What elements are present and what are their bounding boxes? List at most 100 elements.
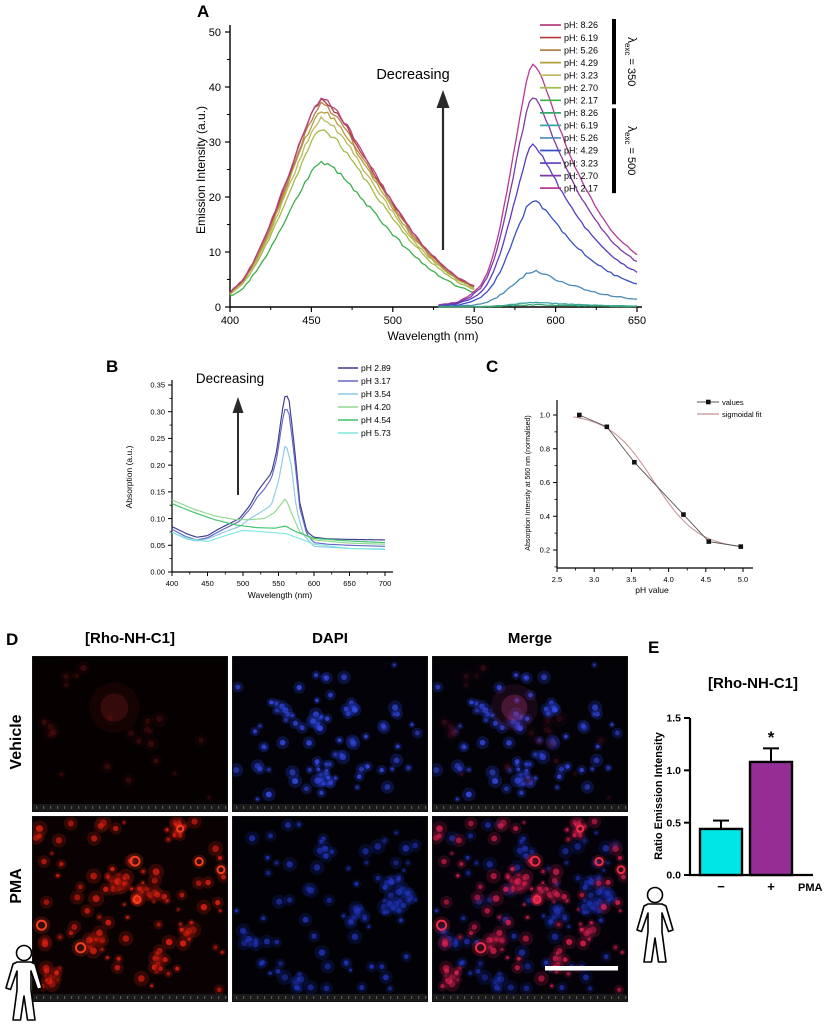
- svg-text:0.8: 0.8: [540, 444, 550, 453]
- svg-text:[Rho-NH-C1]: [Rho-NH-C1]: [708, 675, 798, 692]
- micrograph-pma-merge: [432, 816, 628, 1002]
- svg-text:0.0: 0.0: [666, 870, 681, 882]
- svg-text:Decreasing: Decreasing: [196, 371, 264, 386]
- svg-text:pH 4.20: pH 4.20: [361, 402, 391, 412]
- svg-text:3.0: 3.0: [589, 575, 599, 584]
- panel-a-label: A: [197, 2, 210, 21]
- svg-text:550: 550: [272, 579, 285, 588]
- micrograph-vehicle-dapi: [232, 656, 428, 812]
- column-header-dapi: DAPI: [312, 630, 348, 647]
- svg-text:3.5: 3.5: [626, 575, 636, 584]
- svg-text:20: 20: [209, 192, 221, 204]
- svg-text:PMA: PMA: [798, 882, 823, 894]
- svg-text:50: 50: [209, 27, 221, 39]
- svg-text:2.5: 2.5: [552, 575, 562, 584]
- svg-text:0.5: 0.5: [666, 817, 681, 829]
- panel-c-legend: values sigmoidal fit: [697, 398, 763, 419]
- svg-text:650: 650: [628, 315, 646, 327]
- svg-text:Wavelength (nm): Wavelength (nm): [388, 329, 479, 343]
- svg-text:Emission Intensity (a.u.): Emission Intensity (a.u.): [195, 106, 208, 234]
- svg-text:Absorption (a.u.): Absorption (a.u.): [124, 445, 134, 508]
- svg-text:pH 3.54: pH 3.54: [361, 389, 391, 399]
- micrograph-pma-dapi: [232, 816, 428, 1002]
- svg-text:550: 550: [465, 315, 483, 327]
- svg-text:*: *: [768, 728, 775, 747]
- panel-b-absorption-chart: 400 450 500 550 600 650 700 0.00 0.05 0.10 0.15 0.2…: [124, 363, 393, 600]
- svg-text:pH: 4.29: pH: 4.29: [564, 146, 598, 156]
- svg-text:0.05: 0.05: [150, 541, 165, 550]
- svg-text:Decreasing: Decreasing: [376, 67, 449, 83]
- svg-text:Wavelength (nm): Wavelength (nm): [248, 590, 313, 600]
- svg-text:0: 0: [215, 302, 221, 314]
- panel-c-sigmoid-chart: 2.5 3.0 3.5 4.0 4.5 5.0 0.2 0.4 0.6 0.8 1.0 pH valu…: [525, 398, 763, 595]
- row-label-pma: PMA: [8, 868, 25, 904]
- svg-text:pH: 3.23: pH: 3.23: [564, 158, 598, 168]
- panel-b-label: B: [106, 357, 119, 376]
- svg-text:600: 600: [308, 579, 321, 588]
- svg-text:30: 30: [209, 137, 221, 149]
- micrograph-pma-rho: [32, 816, 228, 1002]
- svg-text:0.4: 0.4: [540, 512, 550, 521]
- svg-text:−: −: [717, 879, 725, 894]
- svg-text:pH 5.73: pH 5.73: [361, 428, 391, 438]
- svg-text:Ratio Emission Intensity: Ratio Emission Intensity: [653, 731, 665, 860]
- svg-text:pH: 4.29: pH: 4.29: [564, 58, 598, 68]
- svg-text:pH: 3.23: pH: 3.23: [564, 70, 598, 80]
- svg-text:0.00: 0.00: [150, 568, 165, 577]
- svg-text:1.5: 1.5: [666, 713, 681, 725]
- svg-text:0.10: 0.10: [150, 514, 165, 523]
- svg-text:λexc = 350: λexc = 350: [623, 37, 639, 86]
- svg-text:400: 400: [221, 315, 239, 327]
- svg-text:Absorption Intensity at 560 nm: Absorption Intensity at 560 nm (normalis…: [525, 415, 532, 550]
- svg-text:pH: 8.26: pH: 8.26: [564, 20, 598, 30]
- svg-text:values: values: [722, 398, 744, 407]
- svg-text:pH: 2.70: pH: 2.70: [564, 171, 598, 181]
- svg-text:40: 40: [209, 82, 221, 94]
- svg-text:0.20: 0.20: [150, 461, 165, 470]
- panel-d-label: D: [6, 630, 19, 649]
- panel-a-emission-chart: 400 450 500 550 600 650 0 10 20 30 40 50 Wavelength …: [195, 19, 646, 343]
- column-header-rho: [Rho-NH-C1]: [85, 630, 175, 647]
- svg-text:pH value: pH value: [635, 585, 669, 595]
- micrograph-vehicle-rho: [32, 656, 228, 812]
- svg-text:pH 2.89: pH 2.89: [361, 363, 391, 373]
- svg-text:500: 500: [237, 579, 250, 588]
- svg-text:pH: 5.26: pH: 5.26: [564, 133, 598, 143]
- svg-text:sigmoidal fit: sigmoidal fit: [722, 410, 763, 419]
- svg-text:700: 700: [379, 579, 392, 588]
- svg-text:450: 450: [302, 315, 320, 327]
- svg-text:1.0: 1.0: [540, 411, 550, 420]
- panel-e-label: E: [648, 638, 660, 657]
- panel-b-legend: pH 2.89 pH 3.17 pH 3.54 pH 4.20 pH 4.54 pH 5.…: [338, 363, 391, 438]
- svg-text:pH: 5.26: pH: 5.26: [564, 45, 598, 55]
- svg-text:0.25: 0.25: [150, 434, 165, 443]
- column-header-merge: Merge: [507, 630, 553, 647]
- svg-text:0.35: 0.35: [150, 381, 165, 390]
- svg-text:0.30: 0.30: [150, 407, 165, 416]
- person-icon: [636, 886, 674, 963]
- svg-text:pH: 2.70: pH: 2.70: [564, 83, 598, 93]
- person-icon: [5, 944, 43, 1021]
- svg-text:400: 400: [166, 579, 179, 588]
- micrograph-vehicle-merge: [432, 656, 628, 812]
- svg-text:10: 10: [209, 247, 221, 259]
- svg-text:pH: 6.19: pH: 6.19: [564, 33, 598, 43]
- svg-text:+: +: [767, 879, 775, 894]
- svg-text:600: 600: [546, 315, 564, 327]
- svg-text:5.0: 5.0: [738, 575, 748, 584]
- panel-c-label: C: [486, 357, 499, 376]
- row-label-vehicle: Vehicle: [8, 714, 25, 770]
- svg-text:pH: 2.17: pH: 2.17: [564, 183, 598, 193]
- svg-text:pH: 8.26: pH: 8.26: [564, 108, 598, 118]
- svg-text:650: 650: [343, 579, 356, 588]
- svg-text:0.15: 0.15: [150, 488, 165, 497]
- svg-text:pH 3.17: pH 3.17: [361, 376, 391, 386]
- panel-a-legend: pH: 8.26 pH: 6.19 pH: 5.26 pH: 4.29 pH: 3.23…: [540, 19, 639, 193]
- svg-text:0.2: 0.2: [540, 546, 550, 555]
- svg-text:pH 4.54: pH 4.54: [361, 415, 391, 425]
- svg-text:0.6: 0.6: [540, 478, 550, 487]
- svg-text:pH: 2.17: pH: 2.17: [564, 96, 598, 106]
- svg-text:4.5: 4.5: [701, 575, 711, 584]
